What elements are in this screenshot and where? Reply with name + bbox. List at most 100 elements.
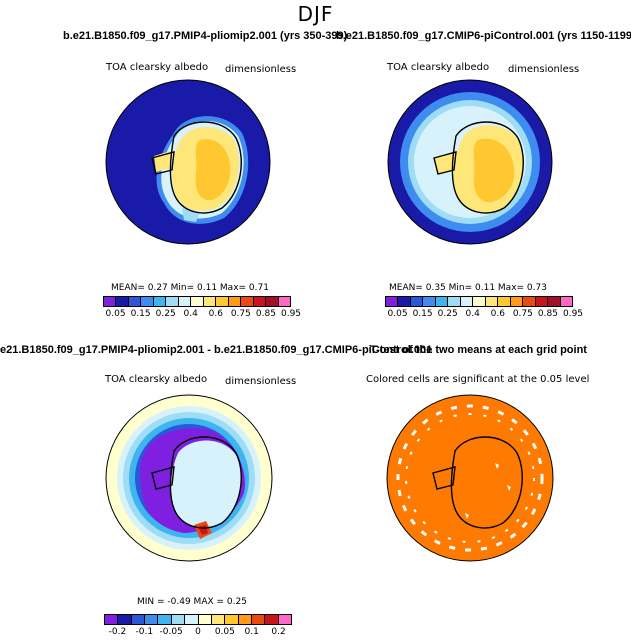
colorbar-tick-label: 0.05 — [387, 309, 408, 319]
bottom-left-case-title: e21.B1850.f09_g17.PMIP4-pliomip2.001 - b… — [0, 344, 433, 356]
colorbar-tick-label: 0.85 — [537, 309, 558, 319]
top-right-case-title: b.e21.B1850.f09_g17.CMIP6-piControl.001 … — [336, 30, 631, 42]
top-left-case-title: b.e21.B1850.f09_g17.PMIP4-pliomip2.001 (… — [63, 30, 348, 42]
top-right-variable-label: TOA clearsky albedo — [387, 62, 490, 73]
top-left-colorbar-labels: 0.05 0.15 0.25 0.4 0.6 0.75 0.85 0.95 — [103, 309, 302, 321]
top-right-colorbar — [385, 296, 573, 307]
colorbar-tick-label: -0.1 — [135, 627, 154, 637]
colorbar-swatch — [178, 297, 192, 306]
map-boundary — [386, 394, 554, 562]
colorbar-swatch — [410, 297, 424, 306]
colorbar-tick-label: 0 — [195, 627, 201, 637]
colorbar-swatch — [523, 297, 536, 306]
colorbar-tick-label: 0.6 — [208, 309, 223, 319]
colorbar-tick-label: 0.95 — [562, 309, 584, 319]
colorbar-swatch — [203, 297, 217, 306]
colorbar-tick-label: 0.15 — [412, 309, 433, 319]
colorbar-swatch — [145, 615, 159, 624]
colorbar-swatch — [225, 615, 239, 624]
non-significant-ring-outer — [396, 404, 544, 552]
colorbar-swatch — [498, 297, 511, 306]
bottom-left-units-label: dimensionless — [225, 376, 297, 387]
colorbar-swatch — [153, 297, 167, 306]
colorbar-swatch — [191, 297, 204, 306]
colorbar-tick-label: 0.75 — [512, 309, 533, 319]
colorbar-swatch — [386, 297, 399, 306]
top-right-polar-map — [387, 79, 553, 245]
map-boundary — [105, 79, 271, 245]
colorbar-swatch — [548, 297, 561, 306]
top-right-colorbar-labels: 0.05 0.15 0.25 0.4 0.6 0.75 0.85 0.95 — [385, 309, 584, 321]
colorbar-swatch — [241, 297, 254, 306]
colorbar-swatch — [238, 615, 252, 624]
top-left-polar-map — [105, 79, 271, 245]
colorbar-tick-label: 0.75 — [230, 309, 251, 319]
colorbar-tick-label: 0.05 — [105, 309, 126, 319]
bottom-left-variable-label: TOA clearsky albedo — [105, 374, 208, 385]
bottom-left-stats: MIN = -0.49 MAX = 0.25 — [137, 597, 247, 607]
colorbar-swatch — [128, 297, 142, 306]
antarctic-coastline — [432, 436, 523, 529]
top-left-colorbar — [103, 296, 291, 307]
colorbar-swatch — [185, 615, 199, 624]
colorbar-swatch — [398, 297, 411, 306]
colorbar-tick-label: -0.2 — [108, 627, 127, 637]
ice-sheet-interior — [473, 138, 515, 203]
antarctic-coastline — [433, 121, 524, 214]
significant-cells — [387, 395, 553, 561]
colorbar-swatch — [228, 297, 242, 306]
colorbar-tick-label: 0.85 — [255, 309, 276, 319]
colorbar-swatch — [116, 297, 129, 306]
colorbar-tick-label: -0.05 — [159, 627, 183, 637]
colorbar-swatch — [166, 297, 179, 306]
colorbar-swatch — [105, 615, 119, 624]
bottom-left-difference-map — [105, 394, 273, 562]
map-boundary — [387, 79, 553, 245]
colorbar-tick-label: 0.1 — [244, 627, 259, 637]
colorbar-tick-label: 0.05 — [214, 627, 235, 637]
colorbar-swatch — [171, 615, 186, 624]
colorbar-swatch — [251, 615, 266, 624]
colorbar-swatch — [118, 615, 132, 624]
colorbar-tick-label: 0.4 — [183, 309, 198, 319]
top-left-units-label: dimensionless — [225, 64, 297, 75]
colorbar-tick-label: 0.25 — [437, 309, 458, 319]
colorbar-swatch — [560, 297, 573, 306]
colorbar-swatch — [423, 297, 436, 306]
colorbar-swatch — [278, 297, 291, 306]
colorbar-swatch — [266, 297, 279, 306]
colorbar-swatch — [448, 297, 461, 306]
colorbar-tick-label: 0.95 — [280, 309, 302, 319]
colorbar-swatch — [535, 297, 549, 306]
map-boundary — [105, 394, 273, 562]
colorbar-swatch — [435, 297, 449, 306]
colorbar-swatch — [158, 615, 172, 624]
colorbar-swatch — [141, 297, 154, 306]
colorbar-tick-label: 0.15 — [130, 309, 151, 319]
colorbar-tick-label: 0.6 — [490, 309, 505, 319]
antarctic-coastline — [151, 121, 242, 214]
colorbar-swatch — [104, 297, 117, 306]
top-left-variable-label: TOA clearsky albedo — [106, 62, 209, 73]
colorbar-swatch — [211, 615, 226, 624]
colorbar-swatch — [510, 297, 524, 306]
colorbar-swatch — [485, 297, 499, 306]
bottom-left-colorbar — [104, 614, 292, 625]
colorbar-swatch — [198, 615, 212, 624]
antarctic-coastline — [151, 436, 242, 529]
figure-title: DJF — [297, 2, 334, 26]
top-left-stats: MEAN= 0.27 Min= 0.11 Max= 0.71 — [111, 283, 269, 293]
bottom-right-significance-map — [386, 394, 554, 562]
ice-sheet-interior — [195, 139, 231, 201]
bottom-right-caption: Colored cells are significant at the 0.0… — [366, 374, 590, 385]
colorbar-swatch — [460, 297, 474, 306]
colorbar-tick-label: 0.2 — [271, 627, 286, 637]
colorbar-swatch — [216, 297, 229, 306]
colorbar-swatch — [131, 615, 146, 624]
top-right-stats: MEAN= 0.35 Min= 0.11 Max= 0.73 — [389, 283, 547, 293]
colorbar-swatch — [278, 615, 292, 624]
colorbar-tick-label: 0.4 — [465, 309, 480, 319]
colorbar-tick-label: 0.25 — [155, 309, 176, 319]
bottom-left-colorbar-labels: -0.2 -0.1 -0.05 0 0.05 0.1 0.2 — [104, 627, 292, 639]
colorbar-swatch — [473, 297, 486, 306]
